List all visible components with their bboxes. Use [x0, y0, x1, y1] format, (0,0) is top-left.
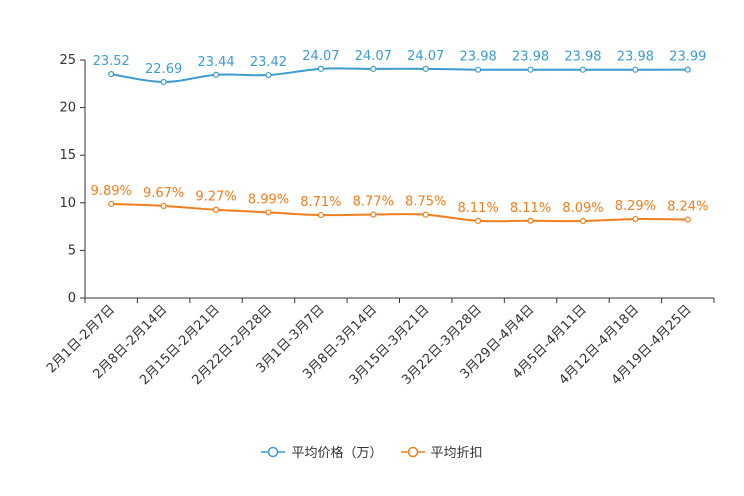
data-label: 8.29%: [615, 199, 656, 214]
data-point: [265, 209, 272, 216]
data-label: 23.52: [93, 54, 130, 69]
data-point: [579, 217, 587, 225]
legend-label-price: 平均价格（万）: [291, 446, 383, 461]
legend: 平均价格（万） 平均折扣: [0, 442, 744, 461]
data-label: 22.69: [145, 62, 182, 77]
y-tick-label: 10: [59, 196, 76, 211]
data-point: [160, 78, 167, 86]
data-label: 23.99: [669, 50, 706, 65]
data-label: 8.24%: [667, 200, 708, 215]
data-point: [527, 217, 534, 224]
data-point: [632, 215, 639, 223]
data-label: 8.71%: [300, 195, 341, 210]
data-label: 24.07: [407, 49, 444, 64]
data-label: 23.44: [197, 55, 234, 70]
data-point: [370, 65, 377, 72]
legend-label-discount: 平均折扣: [430, 446, 483, 461]
y-tick-label: 0: [68, 291, 76, 306]
data-label: 24.07: [302, 49, 339, 64]
data-label: 8.99%: [248, 192, 289, 207]
data-point: [108, 70, 115, 78]
legend-item-discount[interactable]: 平均折扣: [400, 442, 483, 461]
legend-item-price[interactable]: 平均价格（万）: [261, 442, 383, 461]
data-point: [317, 211, 324, 219]
data-point: [160, 202, 167, 210]
data-label: 24.07: [355, 49, 392, 64]
data-point: [475, 66, 482, 73]
data-label: 23.98: [617, 50, 654, 65]
data-label: 23.42: [250, 55, 287, 70]
data-label: 8.09%: [562, 201, 603, 216]
y-tick-label: 20: [59, 101, 76, 116]
data-point: [212, 71, 220, 78]
data-label: 9.67%: [143, 186, 184, 201]
data-point: [422, 65, 429, 72]
series-line-0: [111, 67, 688, 83]
data-label: 23.98: [460, 50, 497, 65]
data-label: 23.98: [564, 50, 601, 65]
data-point: [108, 200, 115, 207]
data-point: [632, 66, 639, 73]
series-line-1: [111, 202, 688, 223]
data-point: [579, 66, 587, 73]
data-point: [475, 217, 482, 224]
data-label: 8.77%: [353, 195, 394, 210]
data-label: 8.75%: [405, 195, 446, 210]
y-tick-label: 15: [59, 148, 76, 163]
data-point: [684, 216, 691, 223]
legend-marker-discount: [400, 446, 425, 457]
y-tick-label: 5: [68, 243, 76, 258]
data-label: 9.89%: [91, 184, 132, 199]
data-label: 8.11%: [510, 201, 551, 216]
data-point: [422, 211, 429, 218]
legend-marker-price: [261, 446, 286, 457]
data-point: [370, 211, 377, 218]
data-point: [265, 71, 272, 79]
data-label: 9.27%: [195, 190, 236, 205]
data-point: [317, 65, 324, 72]
data-label: 8.11%: [457, 201, 498, 216]
data-point: [684, 66, 691, 73]
y-tick-label: 25: [59, 53, 76, 68]
data-label: 23.98: [512, 50, 549, 65]
data-point: [212, 206, 220, 213]
data-point: [527, 66, 534, 73]
